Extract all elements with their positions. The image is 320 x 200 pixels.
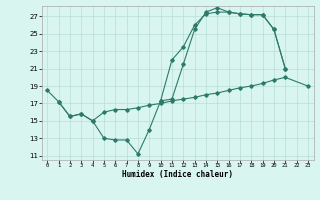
X-axis label: Humidex (Indice chaleur): Humidex (Indice chaleur) — [122, 170, 233, 179]
